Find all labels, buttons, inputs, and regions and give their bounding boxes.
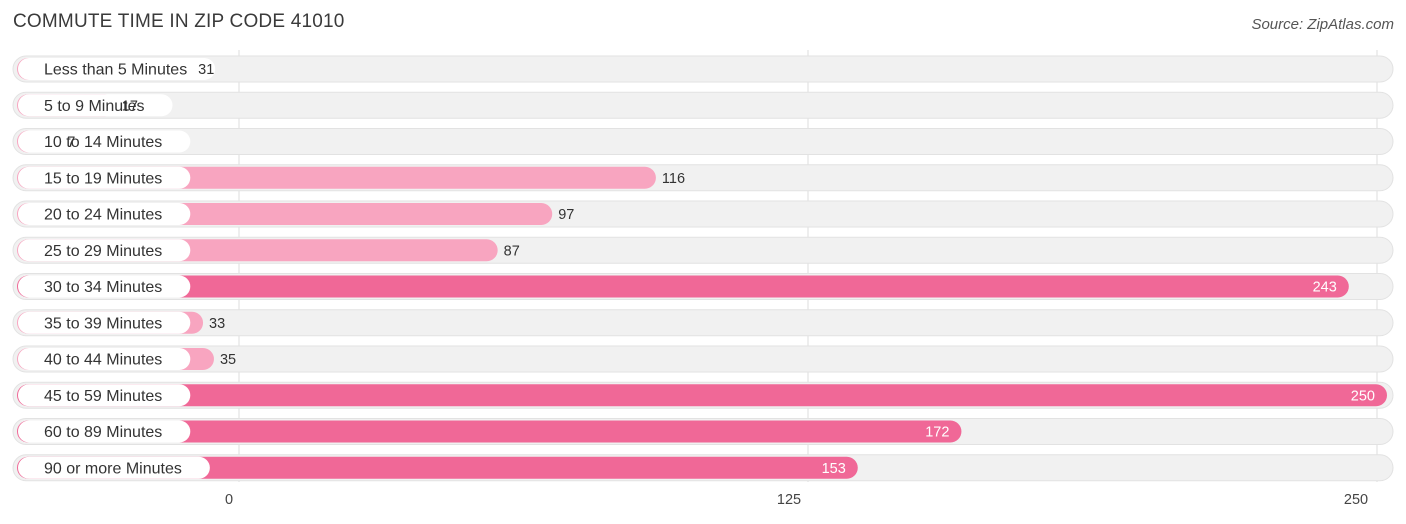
category-pill bbox=[18, 130, 191, 153]
category-label: 10 to 14 Minutes bbox=[44, 134, 162, 151]
category-pill bbox=[18, 239, 191, 262]
value-label: 7 bbox=[67, 135, 75, 151]
value-label: 250 bbox=[1351, 388, 1375, 404]
category-pill bbox=[18, 166, 191, 189]
bar bbox=[17, 384, 1387, 407]
bar-row: 20 to 24 Minutes 97 bbox=[12, 200, 1394, 228]
chart-title: COMMUTE TIME IN ZIP CODE 41010 bbox=[13, 11, 345, 32]
bar bbox=[17, 275, 1349, 298]
category-pill bbox=[18, 348, 191, 370]
bar-track bbox=[12, 345, 1394, 373]
category-label: Less than 5 Minutes bbox=[44, 62, 187, 79]
x-axis-ticks: 0 125 250 bbox=[225, 492, 1368, 508]
bar-track bbox=[12, 128, 1394, 155]
bar-track bbox=[12, 55, 1394, 83]
category-pill bbox=[18, 203, 191, 225]
value-label: 243 bbox=[1313, 280, 1337, 296]
category-label: 90 or more Minutes bbox=[44, 460, 182, 477]
x-tick-label: 0 bbox=[225, 492, 233, 508]
bar-row: 90 or more Minutes 153 bbox=[12, 454, 1394, 482]
category-pill bbox=[18, 456, 210, 479]
value-label: 97 bbox=[558, 207, 574, 223]
bar-track bbox=[12, 309, 1394, 337]
bar-row: 25 to 29 Minutes 87 bbox=[12, 236, 1394, 264]
x-tick-label: 250 bbox=[1344, 492, 1368, 508]
category-pill bbox=[18, 275, 191, 298]
category-label: 20 to 24 Minutes bbox=[44, 207, 162, 224]
bar-row: 15 to 19 Minutes 116 bbox=[12, 164, 1394, 192]
value-label: 87 bbox=[504, 243, 520, 259]
bar-row: 60 to 89 Minutes 172 bbox=[12, 418, 1394, 445]
grid-layer bbox=[238, 50, 1378, 482]
value-label: 153 bbox=[822, 461, 846, 477]
chart-source: Source: ZipAtlas.com bbox=[1251, 16, 1394, 33]
bar-row: 35 to 39 Minutes 33 bbox=[12, 309, 1394, 337]
bar-row: 40 to 44 Minutes 35 bbox=[12, 345, 1394, 373]
category-label: 60 to 89 Minutes bbox=[44, 424, 162, 441]
bar-row: 30 to 34 Minutes 243 bbox=[12, 273, 1394, 300]
category-label: 35 to 39 Minutes bbox=[44, 315, 162, 332]
category-pill bbox=[18, 420, 191, 443]
bar bbox=[17, 456, 858, 479]
value-label: 172 bbox=[925, 425, 949, 441]
category-pill bbox=[18, 311, 191, 334]
category-pill bbox=[18, 384, 191, 407]
x-tick-label: 125 bbox=[777, 492, 801, 508]
value-label: 31 bbox=[198, 62, 214, 78]
bar-track bbox=[12, 91, 1394, 119]
category-pill bbox=[18, 58, 216, 80]
category-label: 40 to 44 Minutes bbox=[44, 352, 162, 369]
bar bbox=[17, 420, 962, 443]
category-label: 15 to 19 Minutes bbox=[44, 170, 162, 187]
bar-row: 45 to 59 Minutes 250 bbox=[12, 381, 1394, 409]
value-label: 35 bbox=[220, 352, 236, 368]
category-label: 45 to 59 Minutes bbox=[44, 388, 162, 405]
value-label: 116 bbox=[662, 171, 685, 187]
category-label: 30 to 34 Minutes bbox=[44, 279, 162, 296]
category-label: 25 to 29 Minutes bbox=[44, 243, 162, 260]
category-label: 5 to 9 Minutes bbox=[44, 98, 145, 115]
category-pill bbox=[18, 94, 173, 117]
value-label: 33 bbox=[209, 316, 225, 332]
bar-row: Less than 5 Minutes 31 bbox=[12, 55, 1394, 83]
value-label: 17 bbox=[122, 98, 138, 114]
